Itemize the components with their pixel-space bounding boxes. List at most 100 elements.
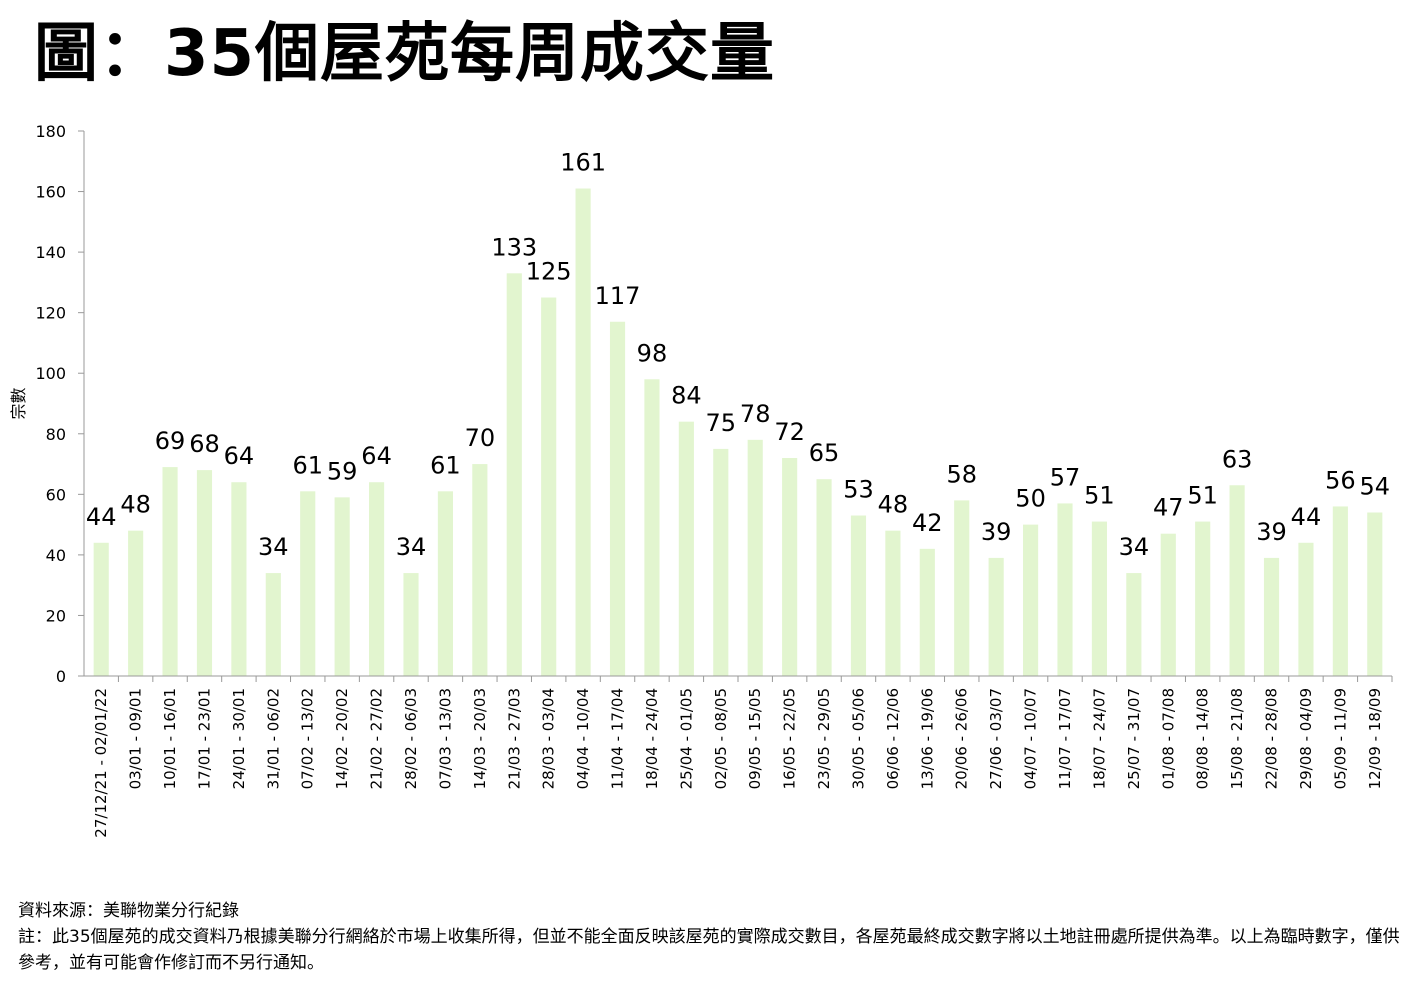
bar xyxy=(334,497,350,676)
x-tick-label: 31/01 - 06/02 xyxy=(264,688,282,789)
x-tick-label: 27/12/21 - 02/01/22 xyxy=(92,688,110,838)
x-tick-label: 21/03 - 27/03 xyxy=(505,688,523,789)
bar xyxy=(816,479,832,676)
data-label: 64 xyxy=(361,442,392,470)
x-tick-label: 03/01 - 09/01 xyxy=(127,688,145,789)
x-tick-label: 29/08 - 04/09 xyxy=(1297,688,1315,789)
bar xyxy=(128,530,144,676)
bar xyxy=(93,542,109,676)
x-tick-label: 17/01 - 23/01 xyxy=(195,688,213,789)
x-tick-label: 23/05 - 29/05 xyxy=(815,688,833,789)
bar xyxy=(196,470,213,676)
bar xyxy=(541,297,557,676)
x-tick-label: 21/02 - 27/02 xyxy=(368,688,386,789)
bar xyxy=(472,464,488,676)
x-tick-label: 11/07 - 17/07 xyxy=(1056,688,1074,789)
disclaimer-note: 註：此35個屋苑的成交資料乃根據美聯分行網絡於市場上收集所得，但並不能全面反映該… xyxy=(18,927,1400,973)
bar xyxy=(1057,503,1073,676)
x-tick-label: 05/09 - 11/09 xyxy=(1331,688,1349,789)
data-label: 125 xyxy=(526,258,572,286)
x-tick-label: 28/02 - 06/03 xyxy=(402,688,420,789)
bar xyxy=(782,458,798,676)
x-tick-label: 18/07 - 24/07 xyxy=(1090,688,1108,789)
data-label: 57 xyxy=(1050,463,1081,491)
bar xyxy=(747,439,763,676)
y-tick-label: 120 xyxy=(35,304,66,323)
bar xyxy=(1229,485,1245,676)
x-tick-label: 02/05 - 08/05 xyxy=(712,688,730,789)
bar xyxy=(713,448,729,676)
x-tick-label: 15/08 - 21/08 xyxy=(1228,688,1246,789)
bar xyxy=(506,273,522,676)
data-label: 72 xyxy=(774,418,805,446)
y-axis-label: 宗數 xyxy=(9,387,28,419)
data-label: 65 xyxy=(809,439,840,467)
data-label: 34 xyxy=(1119,533,1150,561)
x-tick-label: 11/04 - 17/04 xyxy=(609,688,627,789)
y-tick-label: 60 xyxy=(46,485,66,504)
x-tick-label: 25/04 - 01/05 xyxy=(677,688,695,789)
data-label: 133 xyxy=(491,233,537,261)
data-label: 78 xyxy=(740,400,771,428)
x-tick-label: 01/08 - 07/08 xyxy=(1159,688,1177,789)
data-label: 53 xyxy=(843,476,874,504)
y-tick-label: 180 xyxy=(35,122,66,141)
y-tick-label: 140 xyxy=(35,243,66,262)
data-label: 117 xyxy=(595,282,641,310)
data-label: 68 xyxy=(189,430,220,458)
data-label: 69 xyxy=(155,427,186,455)
data-label: 44 xyxy=(1291,503,1322,531)
bar xyxy=(850,515,867,676)
x-tick-label: 28/03 - 03/04 xyxy=(540,688,558,789)
x-tick-label: 10/01 - 16/01 xyxy=(161,688,179,789)
data-label: 39 xyxy=(1256,518,1287,546)
data-label: 34 xyxy=(396,533,427,561)
bar xyxy=(919,548,935,676)
bar xyxy=(1160,533,1176,676)
y-tick-label: 40 xyxy=(46,546,66,565)
bar xyxy=(988,557,1004,676)
bar xyxy=(265,573,281,676)
x-tick-label: 25/07 - 31/07 xyxy=(1125,688,1143,789)
bar xyxy=(1195,521,1211,676)
x-tick-label: 14/03 - 20/03 xyxy=(471,688,489,789)
data-label: 70 xyxy=(465,424,496,452)
bars xyxy=(93,188,1383,676)
bar xyxy=(1126,573,1142,676)
data-label: 75 xyxy=(706,409,737,437)
x-tick-label: 18/04 - 24/04 xyxy=(643,688,661,789)
data-label: 42 xyxy=(912,509,943,537)
bar xyxy=(437,491,453,676)
x-tick-label: 07/02 - 13/02 xyxy=(299,688,317,789)
data-label: 61 xyxy=(292,451,323,479)
data-label: 44 xyxy=(86,503,117,531)
bar xyxy=(678,421,694,676)
x-tick-label: 27/06 - 03/07 xyxy=(987,688,1005,789)
data-label: 54 xyxy=(1360,473,1391,501)
data-label: 47 xyxy=(1153,494,1184,522)
data-label: 39 xyxy=(981,518,1012,546)
y-tick-label: 100 xyxy=(35,364,66,383)
bar xyxy=(609,321,626,676)
y-tick-label: 20 xyxy=(46,606,66,625)
bar xyxy=(1367,512,1383,676)
bar xyxy=(162,467,178,676)
x-tick-label: 24/01 - 30/01 xyxy=(230,688,248,789)
x-tick-label: 06/06 - 12/06 xyxy=(884,688,902,789)
bar xyxy=(403,573,419,676)
bar xyxy=(1091,521,1107,676)
x-axis: 27/12/21 - 02/01/22 03/01 - 09/01 10/01 - … xyxy=(84,675,1393,838)
data-label: 84 xyxy=(671,382,702,410)
y-tick-label: 160 xyxy=(35,183,66,202)
x-tick-label: 04/04 - 10/04 xyxy=(574,688,592,789)
x-tick-label: 09/05 - 15/05 xyxy=(746,688,764,789)
bar xyxy=(369,482,385,676)
x-tick-label: 08/08 - 14/08 xyxy=(1194,688,1212,789)
x-tick-label: 20/06 - 26/06 xyxy=(953,688,971,789)
bar xyxy=(1023,524,1039,676)
source-note: 資料來源：美聯物業分行紀錄 xyxy=(18,901,239,921)
data-label: 34 xyxy=(258,533,289,561)
bar xyxy=(954,500,970,676)
